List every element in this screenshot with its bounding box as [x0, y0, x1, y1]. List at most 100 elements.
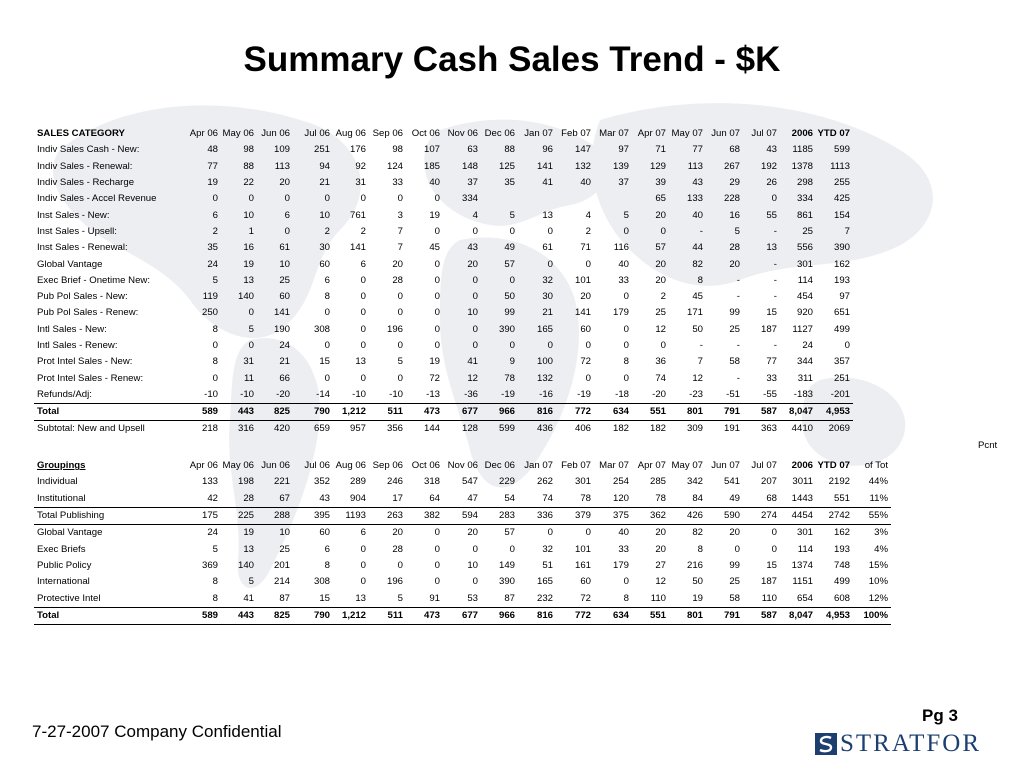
value-cell: -10 [389, 388, 403, 400]
value-cell: 133 [201, 476, 218, 488]
value-cell: 825 [257, 606, 293, 625]
value-cell: 61 [542, 242, 553, 254]
value-cell: 116 [613, 242, 629, 254]
value-cell: 791 [706, 403, 743, 422]
value-cell: 187 [760, 576, 777, 588]
sales-month-header: Jun 07 [711, 128, 740, 140]
value-cell: 356 [386, 423, 403, 435]
sales-table-row: Global Vantage 24 19 10 60 6 20 0 20 57 0 0 40 20 82 20… [34, 256, 853, 272]
row-label: Institutional [37, 492, 86, 504]
value-cell: - [773, 274, 777, 286]
value-cell: 65 [655, 193, 666, 205]
pct-cell: 10% [868, 576, 888, 588]
value-cell: 0 [660, 340, 666, 351]
row-label: Pub Pol Sales - New: [37, 291, 128, 303]
value-cell: 511 [369, 606, 406, 625]
value-cell: 4454 [780, 506, 816, 525]
value-cell: 49 [504, 242, 515, 254]
value-cell: 0 [434, 559, 440, 571]
value-cell: 107 [423, 144, 440, 156]
groupings-month-header: Nov 06 [447, 460, 478, 472]
value-cell: 19 [207, 177, 218, 189]
value-cell: 165 [536, 576, 553, 588]
value-cell: 344 [796, 356, 813, 368]
value-cell: 816 [518, 606, 556, 625]
groupings-month-header: 2006 [791, 460, 813, 472]
value-cell: 426 [669, 506, 706, 525]
value-cell: 0 [248, 193, 254, 205]
value-cell: 2192 [828, 476, 850, 488]
value-cell: 250 [201, 307, 218, 319]
pct-cell: 4% [874, 543, 888, 555]
value-cell: 40 [692, 209, 703, 221]
value-cell: 97 [839, 291, 850, 303]
value-cell: 420 [273, 423, 290, 435]
value-cell: 119 [202, 291, 218, 303]
groupings-month-header: Mar 07 [599, 460, 629, 472]
value-cell: 71 [655, 144, 666, 156]
value-cell: -36 [464, 388, 478, 400]
value-cell: 0 [284, 225, 290, 237]
value-cell: 11 [244, 372, 254, 384]
value-cell: 124 [386, 160, 403, 172]
value-cell: -13 [426, 388, 440, 400]
value-cell: 363 [760, 423, 777, 435]
value-cell: 772 [556, 403, 594, 422]
value-cell: 31 [243, 356, 254, 368]
value-cell: 0 [771, 543, 777, 555]
value-cell: 182 [649, 423, 666, 435]
value-cell: 677 [443, 403, 481, 422]
value-cell: 0 [360, 372, 366, 384]
groupings-month-header: May 06 [222, 460, 254, 472]
row-label: Exec Brief - Onetime New: [37, 274, 151, 286]
pcnt-header: Pcnt [978, 440, 998, 451]
value-cell: 634 [594, 606, 632, 625]
value-cell: 1151 [792, 576, 813, 588]
sales-table-row: Pub Pol Sales - Renew: 250 0 141 0 0 0 0 10 99 21 1… [34, 305, 853, 321]
value-cell: 0 [509, 340, 515, 351]
value-cell: 40 [594, 524, 632, 542]
value-cell: 13 [355, 356, 366, 368]
value-cell: 120 [612, 492, 629, 504]
value-cell: 0 [585, 258, 591, 270]
sales-table-row: Inst Sales - Upsell: 2 1 0 2 2 7 0 0 0 0 2 0 0 - 5 - 25 7 [34, 224, 853, 240]
value-cell: 66 [279, 372, 290, 384]
groupings-table-row: Protective Intel 8 41 87 15 13 5 91 53 87 232 72 8 11… [34, 590, 891, 607]
sales-table-row: Indiv Sales Cash - New: 48 98 109 251 176 98 10… [34, 142, 853, 158]
value-cell: 6 [333, 524, 369, 542]
value-cell: 16 [729, 209, 740, 221]
value-cell: 132 [574, 160, 591, 172]
pct-cell: 12% [868, 592, 888, 604]
value-cell: 0 [734, 543, 740, 555]
row-label: Prot Intel Sales - Renew: [37, 372, 144, 384]
value-cell: 192 [760, 160, 777, 172]
pct-cell: 15% [868, 559, 888, 571]
value-cell: -10 [352, 388, 366, 400]
value-cell: 110 [761, 592, 777, 604]
value-cell: 19 [221, 524, 257, 542]
value-cell: 1,212 [333, 606, 369, 625]
value-cell: 77 [766, 356, 777, 368]
value-cell: 162 [816, 524, 853, 542]
groupings-month-header: Feb 07 [561, 460, 591, 472]
value-cell: 1185 [792, 144, 813, 156]
value-cell: 2742 [816, 506, 853, 525]
groupings-month-header: Apr 06 [189, 460, 218, 472]
value-cell: 57 [504, 258, 515, 270]
value-cell: 8 [212, 356, 218, 368]
value-cell: 966 [481, 606, 518, 625]
value-cell: 0 [743, 524, 780, 542]
value-cell: 0 [472, 291, 478, 303]
value-cell: 24 [802, 340, 813, 351]
value-cell: 0 [360, 340, 366, 351]
value-cell: 301 [574, 476, 591, 488]
value-cell: -23 [689, 388, 703, 400]
groupings-table-row: Institutional 42 28 67 43 904 17 64 47 54 74 78 120 7… [34, 491, 891, 508]
value-cell: 3011 [792, 476, 813, 488]
value-cell: 113 [687, 160, 703, 172]
groupings-month-header: Jul 06 [304, 460, 330, 472]
sales-month-header: May 06 [222, 128, 254, 140]
value-cell: 0 [509, 225, 515, 237]
pct-cell: 11% [869, 492, 889, 504]
value-cell: 406 [574, 423, 591, 435]
